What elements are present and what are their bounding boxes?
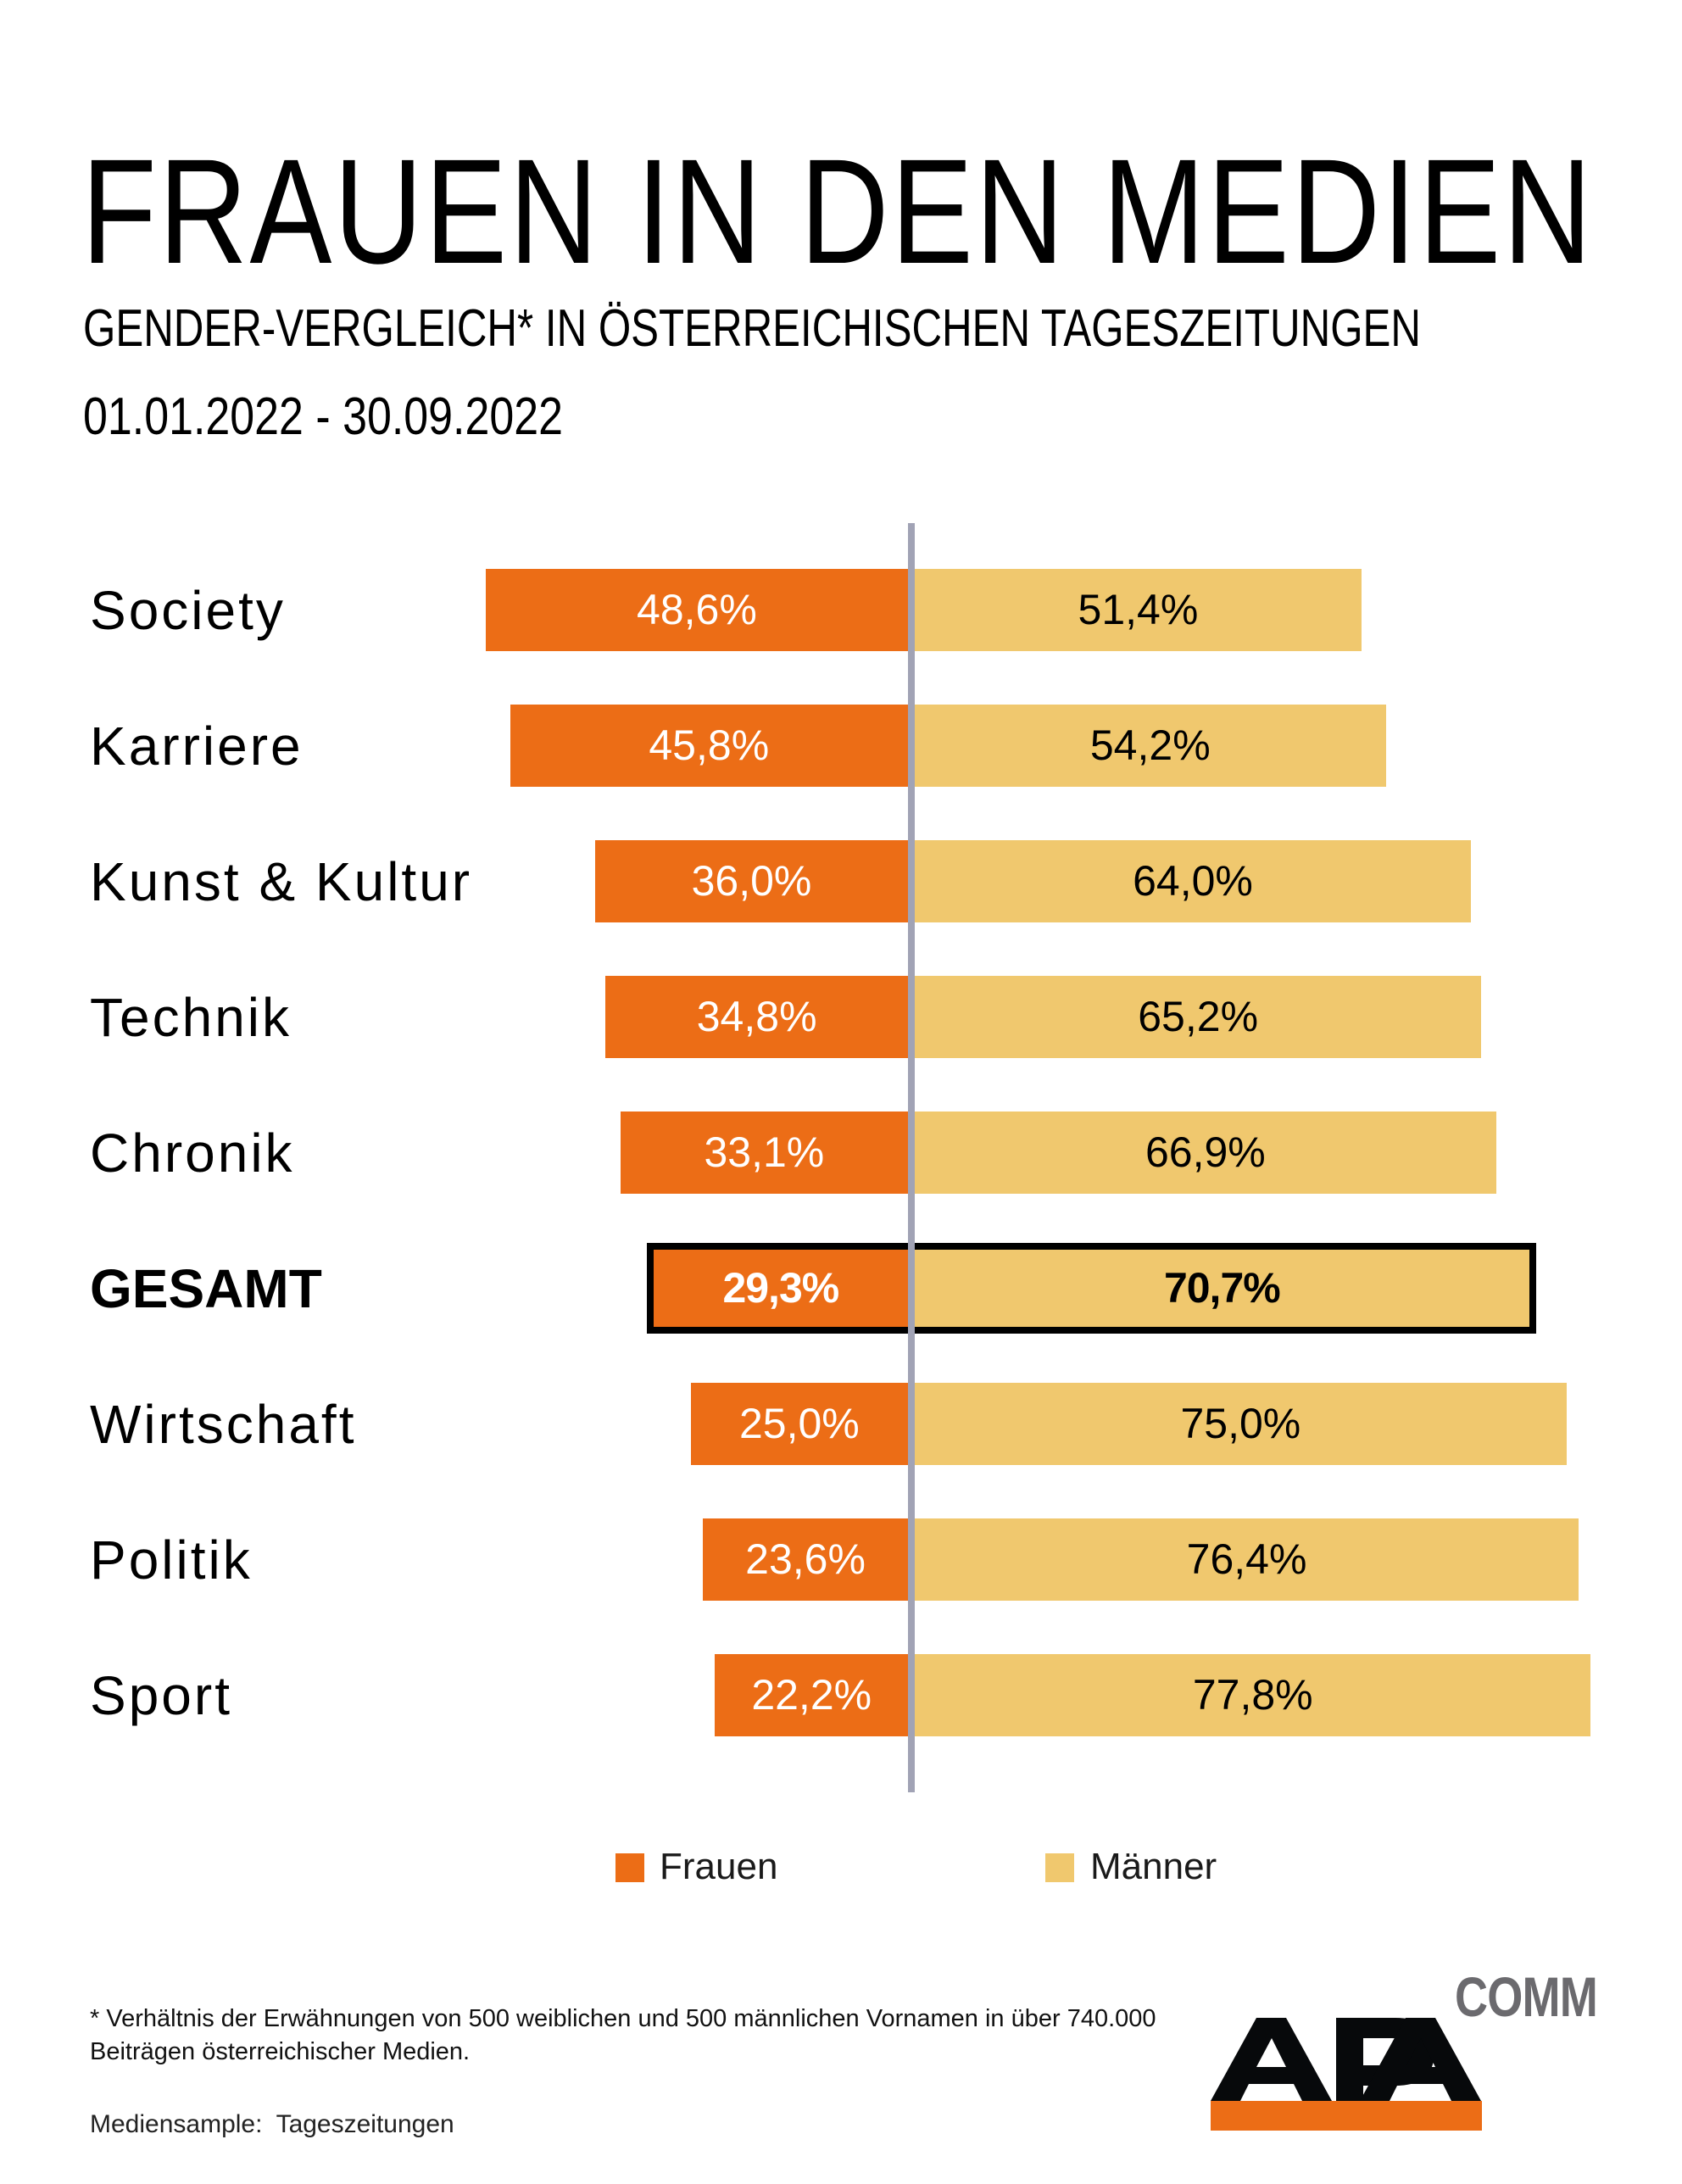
bar-women (595, 840, 908, 922)
date-range: 01.01.2022 - 30.09.2022 (83, 387, 563, 446)
legend-swatch-men (1045, 1853, 1074, 1882)
bar-women (510, 705, 908, 787)
bar-men (915, 1654, 1591, 1736)
bar-men (915, 569, 1362, 651)
category-label: Society (90, 580, 286, 641)
data-label-men: 70,7% (1163, 1264, 1281, 1312)
legend-label-men: Männer (1090, 1846, 1217, 1887)
data-label-men: 66,9% (1145, 1128, 1266, 1176)
apa-letters-icon (1211, 2018, 1481, 2101)
category-label: Technik (90, 987, 292, 1048)
apa-orange-band (1211, 2101, 1482, 2131)
bar-men (915, 1112, 1496, 1194)
data-label-women: 25,0% (738, 1400, 860, 1447)
category-label: Wirtschaft (90, 1394, 357, 1455)
bar-men (915, 1518, 1579, 1601)
bar-women (715, 1654, 908, 1736)
total-highlight-box (646, 1243, 1536, 1334)
bar-women (703, 1518, 908, 1601)
data-label-women: 48,6% (637, 586, 757, 633)
page-title: FRAUEN IN DEN MEDIEN (81, 129, 1594, 295)
data-label-men: 51,4% (1078, 586, 1199, 633)
data-label-men: 65,2% (1138, 993, 1259, 1040)
data-label-women: 22,2% (751, 1671, 872, 1719)
bar-women (653, 1247, 908, 1329)
bar-women (620, 1112, 908, 1194)
data-label-men: 64,0% (1133, 857, 1253, 905)
data-label-women: 33,1% (704, 1128, 825, 1176)
footnote: * Verhältnis der Erwähnungen von 500 wei… (90, 2005, 1156, 2065)
data-label-men: 77,8% (1192, 1671, 1313, 1719)
legend-swatch-women (615, 1853, 644, 1882)
data-label-women: 23,6% (745, 1535, 866, 1583)
bar-women (485, 569, 908, 651)
data-label-women: 36,0% (691, 857, 812, 905)
legend-label-women: Frauen (660, 1846, 778, 1887)
bar-men (915, 976, 1482, 1058)
bar-men (915, 1247, 1529, 1329)
bar-women (605, 976, 908, 1058)
category-label: Kunst & Kultur (90, 851, 473, 912)
center-axis-line (908, 523, 915, 1792)
data-label-women: 34,8% (696, 993, 817, 1040)
category-label: Politik (90, 1529, 253, 1591)
logo-comm-text: COMM (1455, 1965, 1598, 2028)
category-label: Chronik (90, 1123, 295, 1184)
page-subtitle: GENDER-VERGLEICH* IN ÖSTERREICHISCHEN TA… (83, 299, 1421, 358)
media-sample-note: Mediensample: Tageszeitungen (90, 2110, 454, 2138)
data-label-women: 45,8% (649, 722, 770, 769)
category-label: Sport (90, 1665, 232, 1726)
bar-men (915, 840, 1471, 922)
data-label-men: 54,2% (1089, 722, 1211, 769)
data-label-men: 75,0% (1180, 1400, 1301, 1447)
data-label-men: 76,4% (1186, 1535, 1307, 1583)
bar-women (690, 1383, 908, 1465)
category-label: GESAMT (90, 1258, 322, 1319)
apa-logo (1211, 2018, 1482, 2131)
bar-men (915, 705, 1386, 787)
category-label: Karriere (90, 716, 304, 777)
data-label-women: 29,3% (722, 1264, 839, 1312)
bar-men (915, 1383, 1567, 1465)
